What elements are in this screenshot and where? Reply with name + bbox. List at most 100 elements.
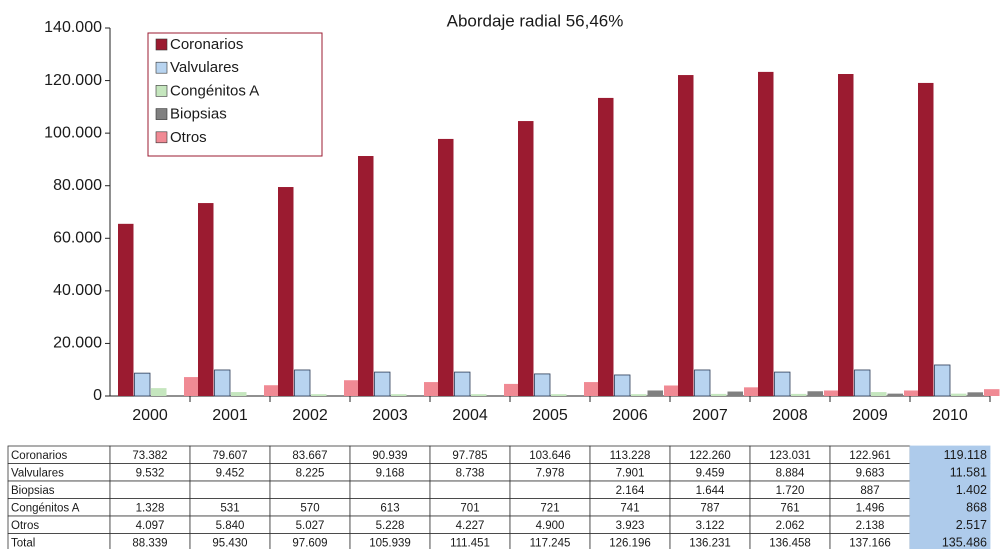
bar	[744, 387, 760, 396]
table-row-label: Congénitos A	[11, 502, 80, 514]
chart-title: Abordaje radial 56,46%	[447, 11, 624, 30]
table-value: 4.227	[456, 520, 485, 532]
bar	[358, 156, 374, 396]
x-tick-label: 2000	[132, 407, 168, 424]
table-value: 111.451	[450, 537, 490, 549]
bar	[967, 392, 983, 396]
table-value: 613	[380, 502, 399, 514]
table-value: 3.923	[616, 520, 645, 532]
table-value: 5.027	[296, 520, 325, 532]
table-value: 122.961	[849, 450, 891, 462]
table-value: 8.738	[456, 467, 485, 479]
legend-swatch	[155, 38, 168, 51]
x-tick-label: 2007	[692, 407, 728, 424]
table-row-label: Biopsias	[11, 485, 55, 497]
bar	[294, 369, 311, 397]
table-value: 1.720	[776, 485, 805, 497]
table-value: 90.939	[372, 450, 407, 462]
bar	[518, 121, 534, 397]
y-tick-label: 140.000	[44, 19, 102, 36]
y-tick-label: 40.000	[53, 282, 102, 299]
table-value: 887	[860, 485, 879, 497]
table-value: 531	[220, 502, 239, 514]
x-tick-label: 2002	[292, 407, 328, 424]
table-value: 103.646	[529, 450, 571, 462]
table-value: 9.683	[856, 467, 885, 479]
bar	[504, 383, 520, 396]
bar	[807, 391, 823, 396]
table-value: 97.609	[292, 537, 327, 549]
bar	[151, 388, 167, 396]
table-value: 3.122	[696, 520, 725, 532]
table-cell	[509, 480, 591, 499]
bar	[984, 389, 1000, 396]
bar	[374, 371, 391, 397]
bar	[198, 203, 214, 396]
table-value: 2.138	[856, 520, 885, 532]
table-cell	[429, 480, 511, 499]
table-value: 5.840	[216, 520, 245, 532]
y-tick-label: 100.000	[44, 124, 102, 141]
table-value: 2.517	[956, 518, 987, 532]
table-value: 123.031	[769, 450, 811, 462]
table-value: 2.062	[776, 520, 805, 532]
bar	[344, 380, 360, 396]
table-value: 5.228	[376, 520, 405, 532]
bar	[311, 394, 327, 396]
table-value: 2.164	[616, 485, 645, 497]
table-value: 868	[966, 501, 987, 515]
table-value: 95.430	[212, 537, 247, 549]
legend-label: Coronarios	[170, 36, 243, 53]
x-tick-label: 2003	[372, 407, 408, 424]
x-tick-label: 2004	[452, 407, 488, 424]
y-tick-label: 80.000	[53, 177, 102, 194]
bar	[647, 390, 663, 396]
bar	[871, 392, 887, 396]
x-tick-label: 2005	[532, 407, 568, 424]
table-value: 97.785	[452, 450, 487, 462]
bar	[824, 390, 840, 396]
table-value: 8.225	[296, 467, 325, 479]
legend-swatch	[155, 108, 168, 120]
x-tick-label: 2009	[852, 407, 888, 424]
bar	[854, 369, 871, 397]
legend-label: Congénitos A	[170, 82, 259, 99]
bar	[904, 390, 920, 396]
table-value: 1.644	[696, 485, 725, 497]
bar	[664, 385, 680, 396]
bar	[584, 382, 600, 396]
bar	[264, 385, 280, 396]
table-value: 9.452	[216, 467, 245, 479]
table-value: 11.581	[950, 466, 987, 480]
table-value: 7.978	[536, 467, 565, 479]
table-value: 1.496	[856, 502, 885, 514]
table-value: 137.166	[849, 537, 891, 549]
table-cell	[349, 480, 431, 499]
bar	[454, 371, 471, 397]
bar	[838, 74, 854, 396]
table-value: 105.939	[369, 537, 411, 549]
bar	[614, 374, 631, 397]
table-cell	[189, 480, 271, 499]
bar	[758, 71, 774, 396]
table-row-label: Valvulares	[11, 467, 64, 479]
table-row-label: Coronarios	[11, 450, 67, 462]
table-cell	[909, 533, 991, 549]
y-tick-label: 60.000	[53, 230, 102, 247]
table-value: 761	[780, 502, 799, 514]
bar	[727, 391, 743, 396]
bar	[438, 138, 454, 396]
bar	[631, 394, 647, 396]
bar	[678, 75, 694, 397]
table-value: 4.900	[536, 520, 565, 532]
table-value: 113.228	[610, 450, 651, 462]
y-tick-label: 20.000	[53, 335, 102, 352]
bar	[951, 393, 967, 396]
bar	[534, 373, 551, 397]
legend-box	[147, 32, 323, 157]
table-value: 117.245	[530, 537, 571, 549]
y-tick-label: 0	[93, 387, 102, 404]
legend-swatch	[155, 85, 168, 97]
bar	[551, 394, 567, 396]
